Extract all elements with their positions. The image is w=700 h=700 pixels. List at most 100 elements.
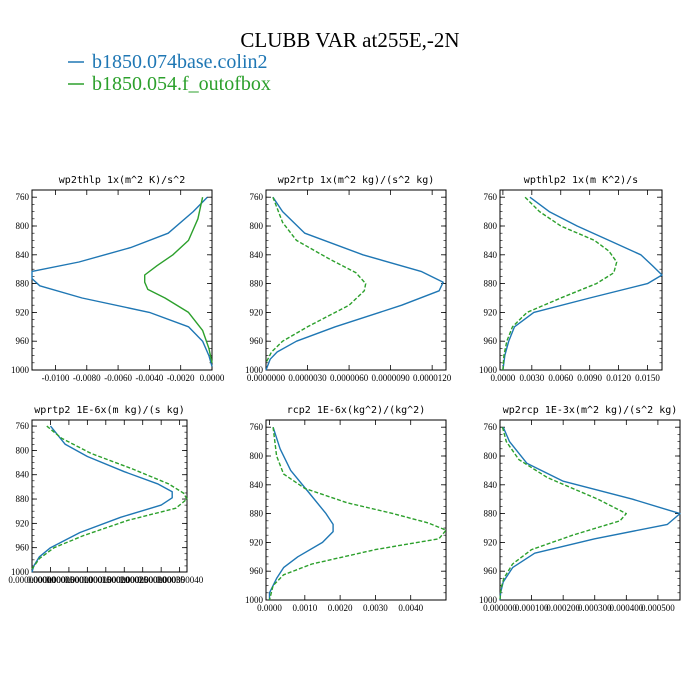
panel-6: wp2rcp 1E-3x(m^2 kg)/(s^2 kg) 760 800 840 88… — [479, 405, 681, 613]
x-tick-label: 0.0010 — [292, 603, 317, 613]
y-tick-label: 760 — [484, 192, 498, 202]
y-tick-label: 840 — [484, 250, 498, 260]
y-tick-label: 800 — [16, 445, 30, 455]
panel-4: wprtp2 1E-6x(m kg)/(s kg) 760 800 840 880 920… — [8, 405, 203, 585]
x-tick-label: 0.0000030 — [288, 373, 327, 383]
y-tick-label: 920 — [250, 307, 264, 317]
y-tick-label: 960 — [16, 336, 30, 346]
y-tick-label: 1000 — [479, 595, 498, 605]
y-tick-label: 920 — [16, 307, 30, 317]
series-line-2 — [268, 427, 447, 601]
panel-2: wp2rtp 1x(m^2 kg)/(s^2 kg) 760 800 840 880 92… — [245, 175, 452, 383]
y-tick-label: 1000 — [11, 365, 30, 375]
x-tick-label: -0.0060 — [104, 373, 132, 383]
x-tick-label: 0.0000 — [257, 603, 282, 613]
series-line-2 — [31, 425, 188, 570]
x-tick-label: 0.000000020 — [82, 575, 130, 585]
y-tick-label: 800 — [250, 451, 264, 461]
y-tick-label: 880 — [250, 509, 264, 519]
legend-label-1: b1850.074base.colin2 — [92, 51, 268, 73]
plot-frame — [31, 189, 213, 371]
y-tick-label: 920 — [484, 307, 498, 317]
x-tick-label: 0.0000 — [491, 373, 516, 383]
legend-label-2: b1850.054.f_outofbox — [92, 73, 271, 95]
x-tick-label: 0.000000035 — [138, 575, 186, 585]
y-tick-label: 880 — [250, 279, 264, 289]
panel-title: wprtp2 1E-6x(m kg)/(s kg) — [34, 405, 185, 416]
x-tick-label: 0.0040 — [398, 603, 423, 613]
legend: b1850.074base.colin2 b1850.054.f_outofbo… — [68, 51, 271, 95]
y-tick-label: 960 — [250, 336, 264, 346]
panel-title: wp2rtp 1x(m^2 kg)/(s^2 kg) — [278, 175, 435, 186]
x-tick-label: 0.000000 — [483, 603, 517, 613]
y-tick-label: 1000 — [245, 595, 264, 605]
y-tick-label: 840 — [16, 250, 30, 260]
y-tick-label: 1000 — [245, 365, 264, 375]
y-tick-label: 800 — [16, 221, 30, 231]
x-tick-label: 0.000300 — [578, 603, 612, 613]
x-tick-label: 0.0030 — [519, 373, 544, 383]
y-tick-label: 960 — [484, 566, 498, 576]
series-line-1 — [31, 425, 173, 573]
plot-frame — [499, 419, 681, 601]
panel-title: rcp2 1E-6x(kg^2)/(kg^2) — [287, 405, 425, 416]
x-tick-label: -0.0020 — [167, 373, 195, 383]
y-tick-label: 800 — [484, 221, 498, 231]
plot-frame — [265, 419, 447, 601]
x-tick-label: 0.000000025 — [101, 575, 149, 585]
panel-1: wp2thlp 1x(m^2 K)/s^2 760 800 840 880 920 960 1… — [11, 175, 225, 383]
y-tick-label: 1000 — [11, 567, 30, 577]
panel-title: wp2rcp 1E-3x(m^2 kg)/(s^2 kg) — [503, 405, 678, 416]
y-tick-label: 880 — [16, 494, 30, 504]
series-line-1 — [31, 196, 213, 367]
plot-frame — [31, 419, 188, 573]
x-tick-label: 0.0000 — [200, 373, 225, 383]
x-tick-label: 0.0150 — [635, 373, 660, 383]
x-tick-label: 0.0000120 — [413, 373, 452, 383]
x-tick-label: 0.0000090 — [371, 373, 410, 383]
series-line-2 — [265, 196, 367, 364]
y-tick-label: 760 — [16, 192, 30, 202]
y-tick-label: 1000 — [479, 365, 498, 375]
y-tick-label: 920 — [250, 537, 264, 547]
series-line-1 — [502, 196, 663, 371]
x-tick-label: 0.0060 — [548, 373, 573, 383]
panel-3: wpthlp2 1x(m K^2)/s 760 800 840 880 920 960 100… — [479, 175, 663, 383]
y-tick-label: 880 — [484, 279, 498, 289]
y-tick-label: 840 — [484, 480, 498, 490]
y-tick-label: 880 — [16, 279, 30, 289]
x-tick-label: 0.000400 — [609, 603, 643, 613]
series-line-2 — [499, 427, 627, 601]
x-tick-label: 0.000000040 — [156, 575, 204, 585]
y-tick-label: 760 — [484, 422, 498, 432]
x-tick-label: 0.000200 — [546, 603, 580, 613]
y-tick-label: 800 — [250, 221, 264, 231]
panel-title: wp2thlp 1x(m^2 K)/s^2 — [59, 175, 185, 186]
x-tick-label: -0.0100 — [42, 373, 70, 383]
series-line-2 — [143, 197, 213, 363]
y-tick-label: 920 — [16, 518, 30, 528]
series-line-1 — [265, 196, 444, 371]
series-line-1 — [268, 426, 334, 600]
y-tick-label: 880 — [484, 509, 498, 519]
y-tick-label: 960 — [250, 566, 264, 576]
y-tick-label: 760 — [16, 421, 30, 431]
y-tick-label: 840 — [16, 470, 30, 480]
x-tick-label: 0.000000010 — [45, 575, 93, 585]
plot-frame — [499, 189, 663, 371]
x-tick-label: -0.0040 — [136, 373, 164, 383]
x-tick-label: 0.0090 — [577, 373, 602, 383]
x-tick-label: 0.0120 — [606, 373, 631, 383]
series-line-1 — [499, 426, 681, 601]
panel-5: rcp2 1E-6x(kg^2)/(kg^2) 760 800 840 880 920 96… — [245, 405, 447, 613]
y-tick-label: 960 — [16, 543, 30, 553]
y-tick-label: 760 — [250, 192, 264, 202]
panels: wp2thlp 1x(m^2 K)/s^2 760 800 840 880 920 960 1… — [8, 175, 681, 613]
x-tick-label: 0.000000000 — [8, 575, 56, 585]
x-tick-label: 0.000000030 — [119, 575, 167, 585]
y-tick-label: 840 — [250, 250, 264, 260]
figure-title: CLUBB VAR at255E,-2N — [240, 28, 459, 52]
y-tick-label: 760 — [250, 422, 264, 432]
y-tick-label: 840 — [250, 480, 264, 490]
